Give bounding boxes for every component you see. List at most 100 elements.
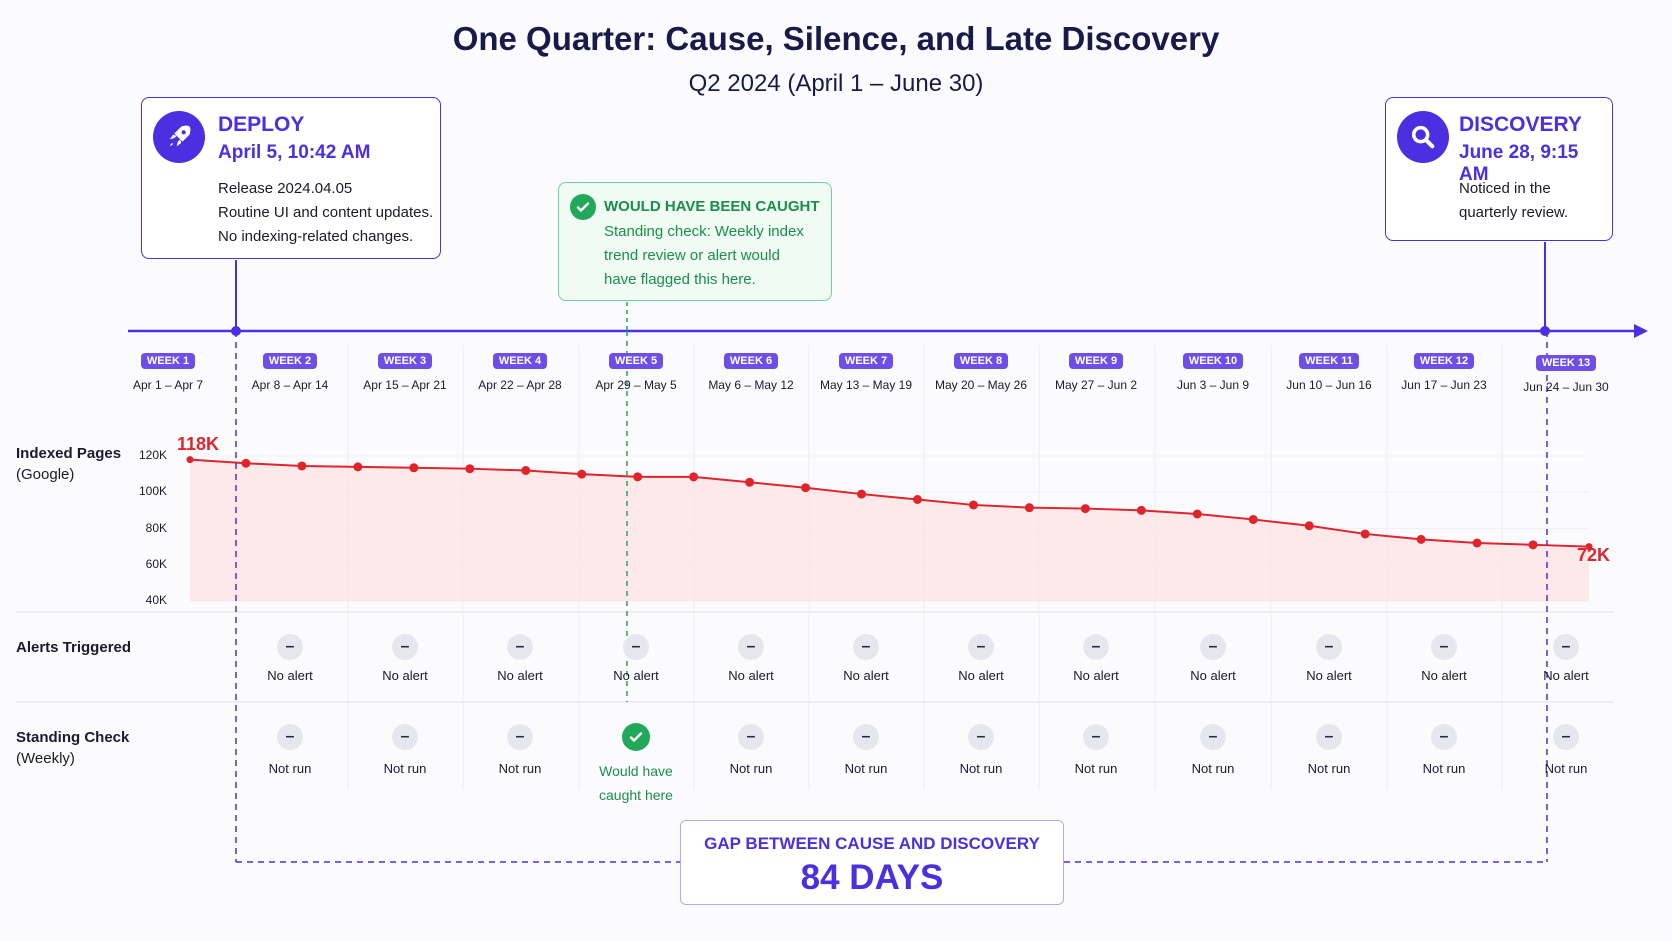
minus-icon: – bbox=[1316, 724, 1342, 750]
week-range: Apr 29 – May 5 bbox=[595, 378, 677, 392]
minus-icon: – bbox=[853, 634, 879, 660]
minus-icon: – bbox=[968, 724, 994, 750]
minus-icon: – bbox=[1083, 724, 1109, 750]
data-point bbox=[912, 495, 922, 504]
minus-icon: – bbox=[968, 634, 994, 660]
week-range: Jun 17 – Jun 23 bbox=[1401, 378, 1487, 392]
gap-value: 84 DAYS bbox=[800, 858, 944, 897]
deploy-line: No indexing-related changes. bbox=[218, 228, 414, 245]
week-badge: WEEK 2 bbox=[262, 353, 318, 369]
indexed-pages-title: Indexed Pages bbox=[16, 445, 122, 462]
week-column-header: WEEK 11 Jun 10 – Jun 16 bbox=[1269, 351, 1389, 392]
week-column-header: WEEK 6 May 6 – May 12 bbox=[691, 351, 811, 392]
deploy-line: Release 2024.04.05 bbox=[218, 180, 353, 197]
indexed-pages-label: Indexed Pages (Google) bbox=[16, 441, 121, 483]
week-range: Jun 10 – Jun 16 bbox=[1286, 378, 1372, 392]
standing-check-status-line: caught here bbox=[599, 787, 673, 803]
standing-check-status: Not run bbox=[1544, 761, 1588, 776]
alert-status: No alert bbox=[1306, 668, 1352, 683]
y-tick-label: 60K bbox=[145, 556, 167, 571]
standing-check-status-line: Would have bbox=[599, 763, 673, 779]
series-area bbox=[190, 459, 1589, 601]
y-tick-label: 100K bbox=[138, 484, 167, 499]
discovery-datetime: June 28, 9:15 AM bbox=[1459, 142, 1579, 185]
week-range: Jun 3 – Jun 9 bbox=[1176, 378, 1250, 392]
alert-status: No alert bbox=[728, 668, 774, 683]
week-column-header: WEEK 12 Jun 17 – Jun 23 bbox=[1384, 351, 1504, 392]
minus-icon: – bbox=[392, 634, 418, 660]
data-point bbox=[689, 472, 699, 482]
standing-check-status: Not run bbox=[1422, 761, 1466, 776]
data-point bbox=[633, 472, 643, 482]
week-range: May 6 – May 12 bbox=[708, 378, 794, 392]
week-badge: WEEK 10 bbox=[1182, 353, 1244, 369]
data-point bbox=[1416, 534, 1426, 544]
data-point bbox=[465, 464, 475, 474]
minus-icon: – bbox=[1431, 634, 1457, 660]
minus-icon: – bbox=[1083, 634, 1109, 660]
standing-check-sub: (Weekly) bbox=[16, 750, 75, 767]
alert-status: No alert bbox=[1543, 668, 1589, 683]
page-subtitle: Q2 2024 (April 1 – June 30) bbox=[688, 70, 984, 97]
discovery-details: Noticed in the quarterly review. bbox=[1459, 177, 1568, 225]
data-point bbox=[1304, 521, 1314, 531]
minus-icon: – bbox=[507, 634, 533, 660]
standing-check-status: Not run bbox=[1307, 761, 1351, 776]
minus-icon: – bbox=[853, 724, 879, 750]
standing-check-status: Not run bbox=[1074, 761, 1118, 776]
alert-status: No alert bbox=[613, 668, 659, 683]
week-column-header: WEEK 1 Apr 1 – Apr 7 bbox=[108, 351, 228, 392]
standing-check-status: Not run bbox=[844, 761, 888, 776]
week-badge: WEEK 9 bbox=[1068, 353, 1124, 369]
series-line bbox=[189, 458, 1590, 548]
gap-heading: GAP BETWEEN CAUSE AND DISCOVERY bbox=[704, 834, 1040, 853]
data-point bbox=[1248, 514, 1258, 524]
deploy-card: DEPLOY April 5, 10:42 AM Release 2024.04… bbox=[141, 97, 441, 259]
deploy-datetime: April 5, 10:42 AM bbox=[218, 142, 371, 163]
alert-status: No alert bbox=[497, 668, 543, 683]
week-range: Jun 24 – Jun 30 bbox=[1523, 380, 1609, 394]
alert-status: No alert bbox=[267, 668, 313, 683]
data-point bbox=[521, 466, 531, 475]
caught-details: Standing check: Weekly index trend revie… bbox=[604, 220, 804, 292]
week-badge: WEEK 6 bbox=[723, 353, 779, 369]
week-column-header: WEEK 9 May 27 – Jun 2 bbox=[1036, 351, 1156, 392]
week-column-header: WEEK 7 May 13 – May 19 bbox=[806, 351, 926, 392]
week-column-header: WEEK 13 Jun 24 – Jun 30 bbox=[1506, 353, 1626, 394]
minus-icon: – bbox=[1553, 634, 1579, 660]
week-range: May 27 – Jun 2 bbox=[1054, 378, 1138, 392]
discovery-marker bbox=[1540, 326, 1550, 336]
caught-line: Standing check: Weekly index bbox=[604, 223, 804, 240]
week-column-header: WEEK 8 May 20 – May 26 bbox=[921, 351, 1041, 392]
standing-check-status: Not run bbox=[268, 761, 312, 776]
minus-icon: – bbox=[392, 724, 418, 750]
week-badge: WEEK 13 bbox=[1535, 355, 1597, 371]
week-badge: WEEK 11 bbox=[1299, 353, 1359, 369]
week-badge: WEEK 4 bbox=[492, 353, 548, 369]
start-value-label: 118K bbox=[177, 434, 220, 454]
data-point bbox=[801, 483, 811, 493]
minus-icon: – bbox=[1316, 634, 1342, 660]
gap-card: GAP BETWEEN CAUSE AND DISCOVERY 84 DAYS bbox=[680, 820, 1064, 905]
week-range: Apr 8 – Apr 14 bbox=[251, 378, 329, 392]
timeline-arrowhead bbox=[1634, 324, 1648, 338]
discovery-heading: DISCOVERY bbox=[1459, 113, 1582, 136]
week-column-header: WEEK 4 Apr 22 – Apr 28 bbox=[460, 351, 580, 392]
week-badge: WEEK 8 bbox=[953, 353, 1009, 369]
data-point bbox=[968, 500, 978, 510]
data-point bbox=[1472, 538, 1482, 548]
minus-icon: – bbox=[738, 634, 764, 660]
standing-check-status: Not run bbox=[729, 761, 773, 776]
check-circle-icon bbox=[570, 194, 596, 220]
week-range: Apr 15 – Apr 21 bbox=[363, 378, 447, 392]
week-badge: WEEK 3 bbox=[377, 353, 433, 369]
alert-status: No alert bbox=[382, 668, 428, 683]
standing-check-label: Standing Check (Weekly) bbox=[16, 725, 129, 767]
week-range: Apr 1 – Apr 7 bbox=[132, 378, 204, 392]
standing-check-status: Not run bbox=[1191, 761, 1235, 776]
data-point bbox=[1585, 543, 1593, 551]
data-point bbox=[353, 462, 363, 472]
week-badge: WEEK 12 bbox=[1413, 353, 1475, 369]
data-point bbox=[409, 463, 419, 473]
